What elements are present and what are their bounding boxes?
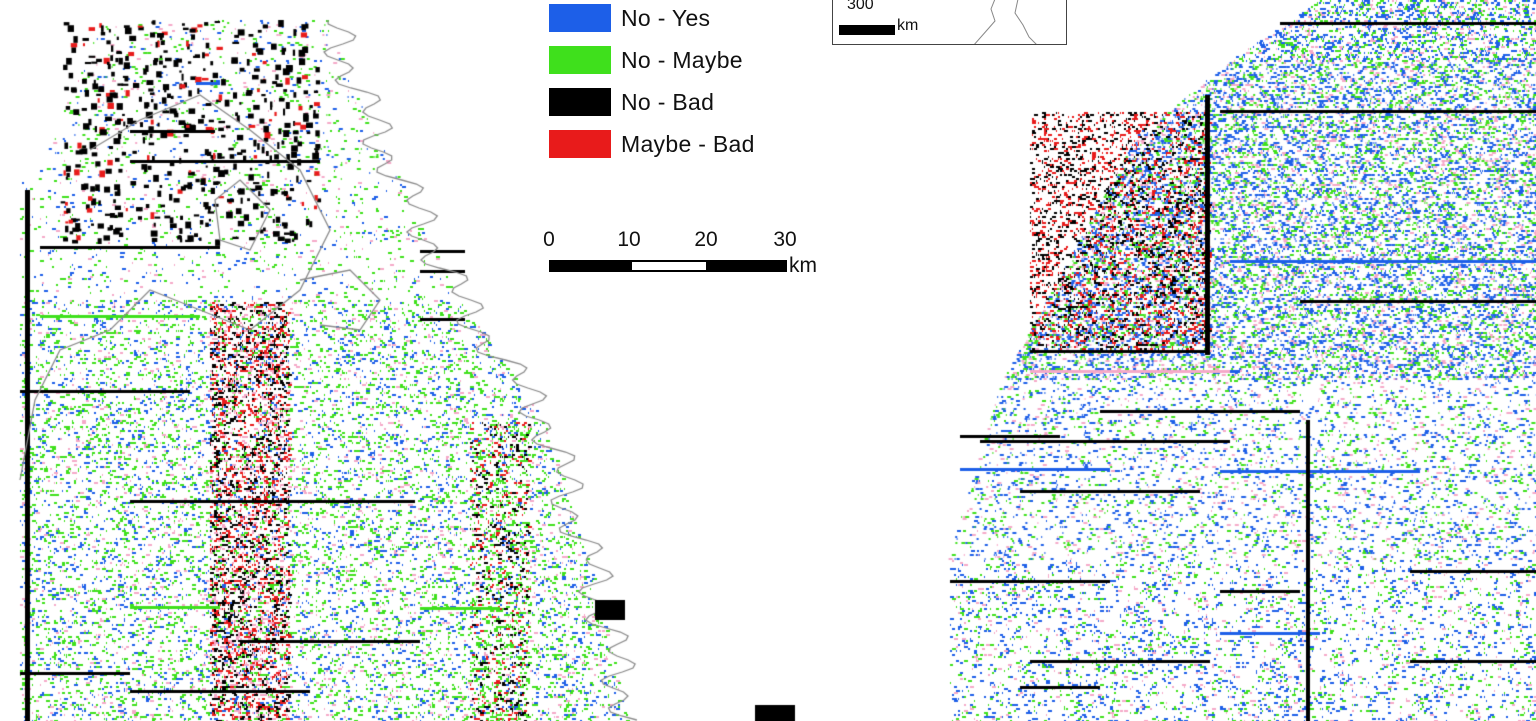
locator-inset-map: 300 km — [832, 0, 1067, 45]
legend-swatch — [549, 46, 611, 74]
scale-tick-label: 30 — [773, 228, 797, 251]
inset-scale-value: 300 — [847, 0, 874, 13]
legend-label: Maybe - Bad — [621, 130, 755, 157]
legend-swatch — [549, 130, 611, 158]
legend-label: No - Yes — [621, 4, 711, 31]
legend-item-no-maybe: No - Maybe — [549, 45, 743, 75]
map-legend: No - Yes No - Maybe No - Bad Maybe - Bad — [549, 0, 809, 170]
legend-swatch — [549, 4, 611, 32]
legend-label: No - Bad — [621, 88, 715, 115]
scale-tick-label: 10 — [617, 228, 641, 251]
legend-item-maybe-bad: Maybe - Bad — [549, 129, 755, 159]
scale-segment-dark — [549, 260, 631, 272]
inset-scale-bar — [839, 25, 895, 35]
legend-item-no-yes: No - Yes — [549, 3, 710, 33]
scale-segment-light — [630, 260, 708, 272]
scale-unit: km — [789, 254, 817, 277]
scale-bar: 0 10 20 30 km — [540, 228, 840, 288]
inset-outline-map — [974, 0, 1037, 44]
scale-tick-label: 0 — [543, 228, 555, 251]
legend-item-no-bad: No - Bad — [549, 87, 714, 117]
scale-tick-label: 20 — [694, 228, 718, 251]
scale-segment-dark — [707, 260, 787, 272]
inset-scale-unit: km — [897, 17, 919, 34]
legend-swatch — [549, 88, 611, 116]
legend-label: No - Maybe — [621, 46, 743, 73]
